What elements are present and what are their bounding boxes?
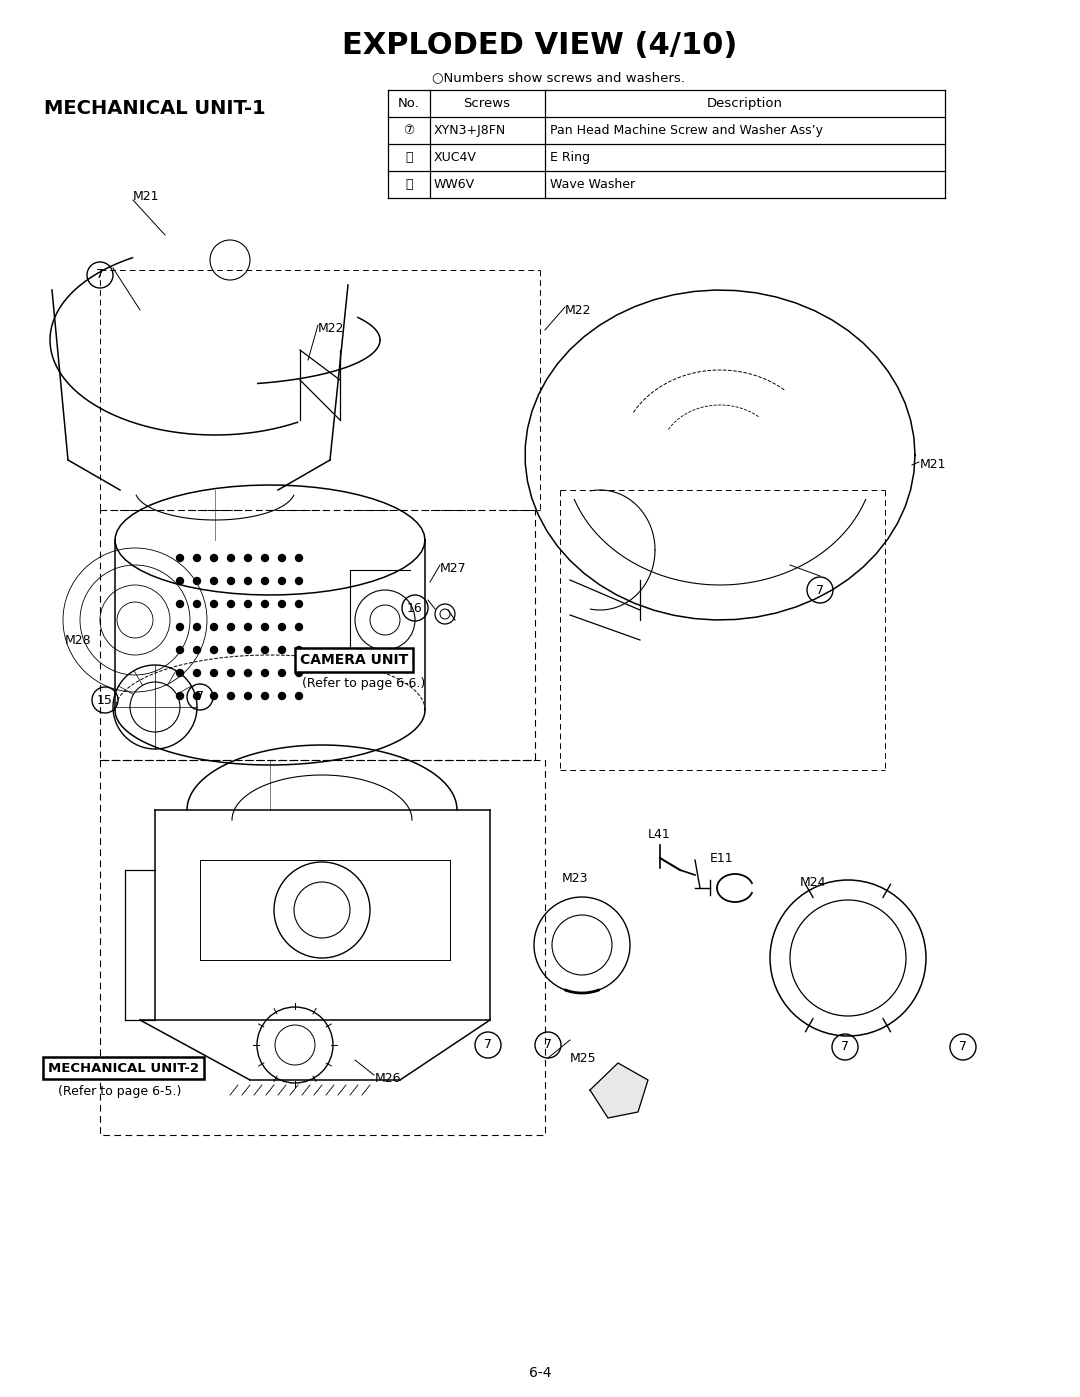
Text: (Refer to page 6-6.): (Refer to page 6-6.) bbox=[302, 676, 426, 690]
Circle shape bbox=[176, 601, 184, 608]
Circle shape bbox=[244, 601, 252, 608]
Text: 7: 7 bbox=[959, 1041, 967, 1053]
Text: M22: M22 bbox=[318, 321, 345, 334]
Text: M22: M22 bbox=[565, 303, 592, 317]
Text: M24: M24 bbox=[800, 876, 826, 888]
Text: 7: 7 bbox=[96, 268, 104, 282]
Circle shape bbox=[228, 693, 234, 700]
Text: 6-4: 6-4 bbox=[529, 1366, 551, 1380]
Text: M23: M23 bbox=[562, 872, 589, 884]
Circle shape bbox=[176, 623, 184, 630]
Text: 7: 7 bbox=[544, 1038, 552, 1052]
Text: EXPLODED VIEW (4/10): EXPLODED VIEW (4/10) bbox=[342, 31, 738, 60]
Polygon shape bbox=[590, 1063, 648, 1118]
Text: 7: 7 bbox=[816, 584, 824, 597]
Text: ⑦: ⑦ bbox=[403, 124, 415, 137]
Circle shape bbox=[261, 693, 269, 700]
Circle shape bbox=[228, 647, 234, 654]
Text: Pan Head Machine Screw and Washer Ass’y: Pan Head Machine Screw and Washer Ass’y bbox=[550, 124, 823, 137]
Text: M25: M25 bbox=[570, 1052, 596, 1065]
Text: M21: M21 bbox=[133, 190, 160, 203]
Text: 16: 16 bbox=[407, 602, 423, 615]
Circle shape bbox=[228, 669, 234, 676]
Text: E Ring: E Ring bbox=[550, 151, 590, 163]
Circle shape bbox=[228, 555, 234, 562]
Circle shape bbox=[261, 601, 269, 608]
Text: Screws: Screws bbox=[463, 96, 511, 110]
Text: Wave Washer: Wave Washer bbox=[550, 177, 635, 191]
Circle shape bbox=[296, 693, 302, 700]
Circle shape bbox=[261, 669, 269, 676]
Circle shape bbox=[193, 693, 201, 700]
Text: XYN3+J8FN: XYN3+J8FN bbox=[434, 124, 507, 137]
Circle shape bbox=[279, 669, 285, 676]
Text: MECHANICAL UNIT-1: MECHANICAL UNIT-1 bbox=[44, 99, 266, 117]
Circle shape bbox=[244, 647, 252, 654]
Circle shape bbox=[211, 647, 217, 654]
Circle shape bbox=[296, 555, 302, 562]
Circle shape bbox=[211, 623, 217, 630]
Circle shape bbox=[176, 693, 184, 700]
Text: (Refer to page 6-5.): (Refer to page 6-5.) bbox=[58, 1084, 181, 1098]
Circle shape bbox=[193, 669, 201, 676]
Text: CAMERA UNIT: CAMERA UNIT bbox=[300, 652, 408, 666]
Circle shape bbox=[176, 669, 184, 676]
Circle shape bbox=[193, 601, 201, 608]
Circle shape bbox=[211, 669, 217, 676]
Circle shape bbox=[176, 555, 184, 562]
Circle shape bbox=[193, 647, 201, 654]
Circle shape bbox=[261, 577, 269, 584]
Circle shape bbox=[211, 577, 217, 584]
Text: Description: Description bbox=[707, 96, 783, 110]
Circle shape bbox=[193, 577, 201, 584]
Circle shape bbox=[244, 623, 252, 630]
Circle shape bbox=[228, 623, 234, 630]
Text: L41: L41 bbox=[648, 828, 671, 841]
Text: M27: M27 bbox=[440, 562, 467, 574]
Text: M28: M28 bbox=[65, 633, 92, 647]
Circle shape bbox=[279, 577, 285, 584]
Circle shape bbox=[244, 669, 252, 676]
Circle shape bbox=[279, 693, 285, 700]
Text: 15: 15 bbox=[97, 693, 113, 707]
Circle shape bbox=[228, 577, 234, 584]
Circle shape bbox=[261, 647, 269, 654]
Circle shape bbox=[193, 623, 201, 630]
Circle shape bbox=[279, 555, 285, 562]
Circle shape bbox=[279, 647, 285, 654]
Text: ⑮: ⑮ bbox=[405, 151, 413, 163]
Text: 7: 7 bbox=[484, 1038, 492, 1052]
Text: E11: E11 bbox=[710, 852, 733, 865]
Text: WW6V: WW6V bbox=[434, 177, 475, 191]
Text: M21: M21 bbox=[920, 458, 946, 472]
Text: 7: 7 bbox=[195, 690, 204, 704]
Circle shape bbox=[296, 623, 302, 630]
Circle shape bbox=[244, 693, 252, 700]
Text: No.: No. bbox=[399, 96, 420, 110]
Circle shape bbox=[261, 555, 269, 562]
Circle shape bbox=[296, 669, 302, 676]
Circle shape bbox=[211, 693, 217, 700]
Circle shape bbox=[279, 601, 285, 608]
Circle shape bbox=[279, 623, 285, 630]
Circle shape bbox=[211, 601, 217, 608]
Text: ○Numbers show screws and washers.: ○Numbers show screws and washers. bbox=[432, 71, 685, 84]
Text: 7: 7 bbox=[841, 1041, 849, 1053]
Text: MECHANICAL UNIT-2: MECHANICAL UNIT-2 bbox=[48, 1062, 199, 1074]
Circle shape bbox=[261, 623, 269, 630]
Circle shape bbox=[244, 555, 252, 562]
Text: M26: M26 bbox=[375, 1071, 402, 1084]
Text: XUC4V: XUC4V bbox=[434, 151, 477, 163]
Circle shape bbox=[193, 555, 201, 562]
Circle shape bbox=[296, 647, 302, 654]
Circle shape bbox=[244, 577, 252, 584]
Circle shape bbox=[296, 577, 302, 584]
Circle shape bbox=[176, 647, 184, 654]
Circle shape bbox=[176, 577, 184, 584]
Text: ⑯: ⑯ bbox=[405, 177, 413, 191]
Circle shape bbox=[211, 555, 217, 562]
Circle shape bbox=[228, 601, 234, 608]
Circle shape bbox=[296, 601, 302, 608]
